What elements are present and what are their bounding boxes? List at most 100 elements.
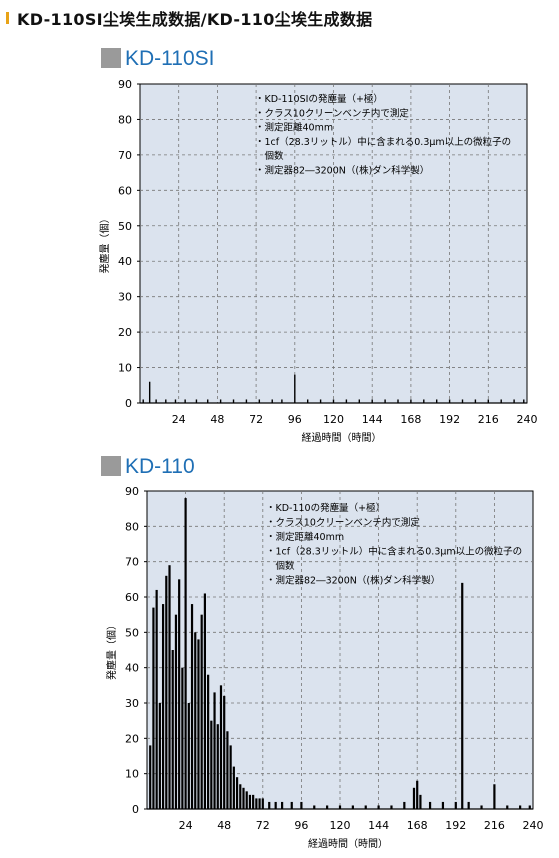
annotation-line: ・測定器82―3200N（(株)ダン科学製） (255, 165, 429, 177)
data-bar (319, 399, 322, 403)
annotation-line: ・クラス10クリーンベンチ内で測定 (266, 517, 420, 529)
data-bar (149, 745, 152, 809)
x-tick-label: 24 (172, 413, 186, 426)
x-tick-label: 240 (523, 819, 544, 832)
data-bar (358, 399, 360, 403)
x-tick-label: 240 (517, 413, 538, 426)
data-bar (351, 805, 354, 809)
y-tick-label: 80 (118, 113, 132, 126)
annotation-line: ・1cf（28.3リットル）中に含まれる0.3μm以上の微粒子の (255, 136, 511, 148)
data-bar (168, 565, 171, 809)
data-bar (528, 805, 531, 809)
data-bar (364, 805, 367, 809)
data-bar (155, 589, 158, 809)
y-tick-label: 50 (118, 220, 132, 233)
data-bar (281, 399, 283, 403)
x-tick-label: 96 (288, 413, 302, 426)
data-bar (454, 801, 457, 809)
annotation-line: ・KD-110SIの発塵量（+極） (255, 93, 383, 105)
data-bar (326, 805, 329, 809)
data-bar (506, 805, 509, 809)
x-tick-label: 144 (362, 413, 383, 426)
data-bar (436, 399, 438, 403)
x-tick-label: 48 (210, 413, 224, 426)
y-tick-label: 50 (125, 626, 139, 639)
data-bar (390, 805, 393, 809)
y-tick-label: 70 (125, 556, 139, 569)
data-bar (261, 798, 264, 809)
annotation-line: ・測定距離40mm (255, 122, 333, 134)
y-tick-label: 60 (118, 184, 132, 197)
data-bar (448, 399, 451, 403)
page-title-text: KD-110SI尘埃生成数据/KD-110尘埃生成数据 (17, 10, 373, 29)
data-bar (174, 399, 177, 403)
data-bar (152, 607, 155, 809)
gray-square-marker (101, 48, 121, 68)
y-tick-label: 80 (125, 520, 139, 533)
x-tick-label: 168 (400, 413, 421, 426)
annotation-line: ・KD-110の発塵量（+極） (266, 502, 385, 514)
x-tick-label: 24 (179, 819, 193, 832)
y-tick-label: 60 (125, 591, 139, 604)
y-tick-label: 20 (125, 732, 139, 745)
data-bar (165, 575, 168, 809)
data-bar (184, 498, 187, 809)
data-bar (403, 801, 406, 809)
data-bar (274, 801, 277, 809)
x-axis-label: 経過時間（時間） (308, 837, 388, 850)
data-bar (195, 399, 198, 403)
title-accent-bar (6, 12, 9, 24)
data-bar (384, 399, 386, 403)
data-bar (158, 703, 161, 809)
data-bar (258, 399, 261, 403)
data-bar (232, 766, 235, 809)
data-bar (161, 604, 165, 809)
x-tick-label: 120 (330, 819, 351, 832)
data-bar (203, 593, 206, 809)
annotation-line: ・クラス10クリーンベンチ内で測定 (255, 107, 409, 119)
data-bar (255, 798, 258, 809)
data-bar (474, 399, 477, 403)
data-bar (412, 787, 416, 809)
y-tick-label: 90 (118, 78, 132, 91)
data-bar (216, 724, 219, 809)
x-tick-label: 96 (294, 819, 308, 832)
annotation-line: ・測定器82―3200N（(株)ダン科学製） (266, 575, 440, 587)
x-tick-label: 48 (217, 819, 231, 832)
x-tick-label: 120 (323, 413, 344, 426)
data-bar (142, 399, 144, 403)
y-tick-label: 30 (125, 697, 139, 710)
data-bar (165, 399, 167, 403)
y-tick-label: 90 (125, 485, 139, 498)
data-bar (171, 650, 174, 809)
x-tick-label: 168 (407, 819, 428, 832)
y-tick-label: 20 (118, 326, 132, 339)
data-bar (229, 745, 232, 809)
data-bar (174, 614, 178, 809)
data-bar (207, 674, 210, 809)
x-tick-label: 216 (484, 819, 505, 832)
data-bar (181, 667, 184, 809)
data-bar (397, 399, 399, 403)
chart-heading-kd110: KD-110 (101, 455, 195, 479)
data-bar (493, 784, 496, 809)
data-bar (500, 399, 502, 403)
chart-heading-text: KD-110 (125, 455, 195, 478)
data-bar (519, 805, 522, 809)
data-bar (200, 614, 203, 809)
x-tick-label: 192 (439, 413, 460, 426)
x-tick-label: 192 (445, 819, 466, 832)
data-bar (410, 399, 412, 403)
data-bar (197, 639, 200, 809)
data-bar (223, 695, 226, 809)
y-tick-label: 40 (125, 662, 139, 675)
data-bar (258, 798, 261, 809)
data-bar (461, 582, 464, 809)
data-bar (416, 780, 419, 809)
data-bar (245, 791, 248, 809)
x-tick-label: 216 (478, 413, 499, 426)
data-bar (480, 805, 483, 809)
plot-area-kd110si (139, 83, 528, 404)
data-bar (290, 801, 293, 809)
